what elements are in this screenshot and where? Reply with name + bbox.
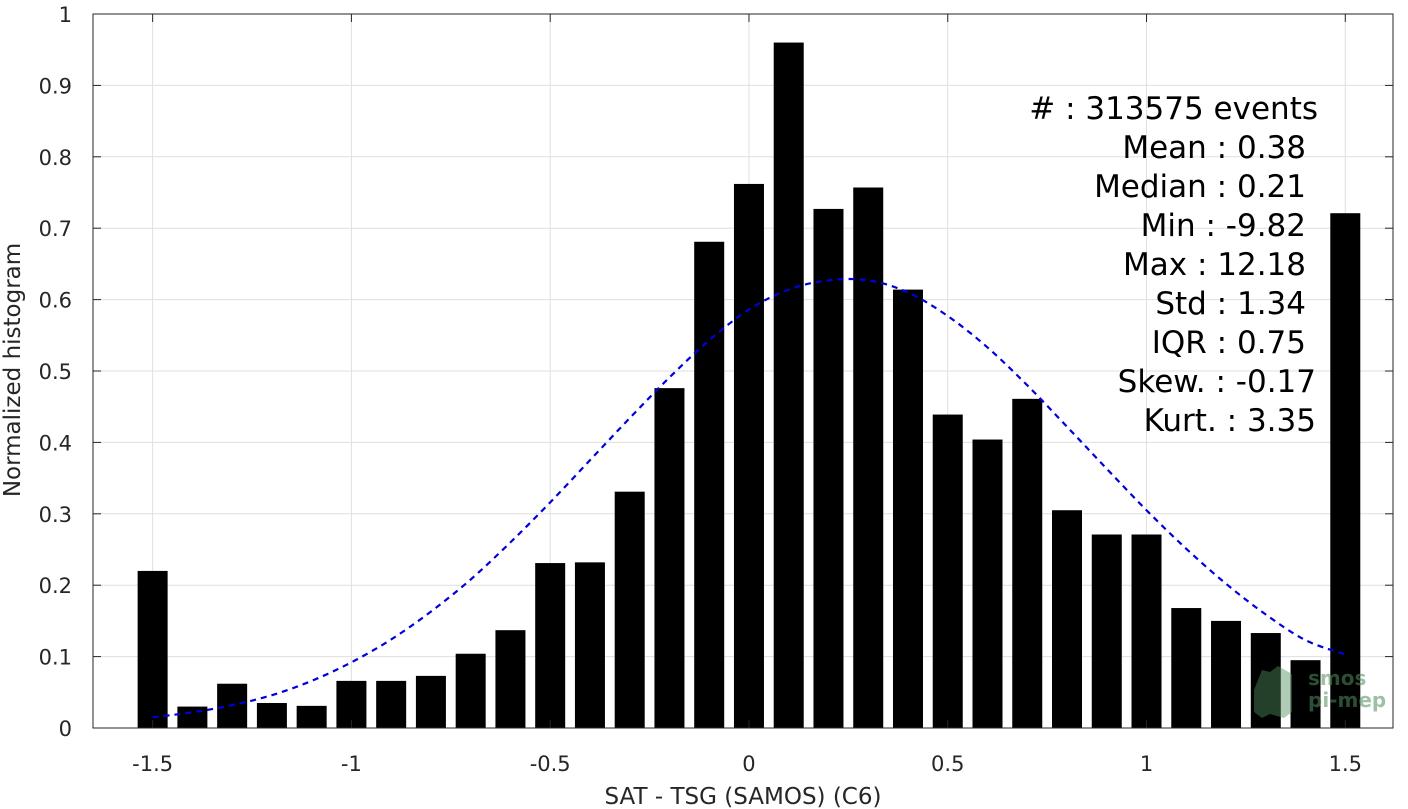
histogram-bar bbox=[813, 208, 844, 728]
histogram-bar bbox=[1250, 633, 1281, 728]
gaussian-fit-curve bbox=[152, 277, 1346, 719]
histogram-bar bbox=[1211, 620, 1242, 728]
stats-box: # : 313575 events Mean : 0.38 Median : 0… bbox=[1029, 91, 1318, 439]
logo-mark-icon bbox=[1254, 666, 1292, 718]
stat-std: Std : 1.34 bbox=[1155, 286, 1306, 322]
y-tick-label: 0.2 bbox=[39, 574, 72, 598]
y-tick-label: 0.1 bbox=[39, 646, 72, 670]
histogram-bar bbox=[614, 491, 645, 728]
histogram-bar bbox=[177, 706, 208, 728]
histogram-bar bbox=[256, 703, 287, 728]
histogram-bar bbox=[972, 439, 1003, 728]
y-axis-title: Normalized histogram bbox=[0, 243, 26, 497]
x-axis-title: SAT - TSG (SAMOS) (C6) bbox=[605, 784, 882, 809]
histogram-bar bbox=[535, 563, 566, 728]
x-tick-label: -1.5 bbox=[132, 752, 173, 776]
histogram-bar bbox=[1171, 608, 1202, 728]
histogram-bars bbox=[137, 42, 1361, 729]
histogram-bar bbox=[773, 42, 804, 729]
histogram-bar bbox=[574, 562, 605, 728]
histogram-bar bbox=[654, 388, 685, 728]
smos-pimep-logo: smos pi-mep bbox=[1254, 666, 1386, 718]
y-tick-label: 0.9 bbox=[39, 74, 72, 98]
x-tick-label: 0 bbox=[742, 752, 755, 776]
stat-median: Median : 0.21 bbox=[1094, 169, 1306, 205]
x-tick-label: 0.5 bbox=[931, 752, 964, 776]
histogram-bar bbox=[853, 187, 884, 728]
histogram-bar bbox=[1290, 660, 1321, 728]
histogram-bar bbox=[1012, 398, 1043, 728]
histogram-bar bbox=[1131, 534, 1162, 728]
x-tick-label: 1.5 bbox=[1329, 752, 1362, 776]
stat-kurt: Kurt. : 3.35 bbox=[1144, 403, 1316, 439]
histogram-bar bbox=[415, 675, 446, 728]
stat-mean: Mean : 0.38 bbox=[1122, 130, 1306, 166]
histogram-bar bbox=[137, 570, 168, 728]
histogram-bar bbox=[455, 653, 486, 728]
histogram-bar bbox=[1091, 534, 1122, 728]
stat-skew: Skew. : -0.17 bbox=[1118, 364, 1316, 400]
histogram-bar bbox=[1052, 510, 1083, 728]
y-tick-label: 0.3 bbox=[39, 503, 72, 527]
histogram-bar bbox=[892, 289, 923, 728]
x-tick-label: -0.5 bbox=[530, 752, 571, 776]
x-axis: -1.5 -1 -0.5 0 0.5 1 1.5 bbox=[132, 14, 1362, 776]
histogram-bar bbox=[495, 630, 526, 728]
y-tick-label: 1 bbox=[59, 3, 72, 27]
y-axis: 0 0.1 0.2 0.3 0.4 0.5 0.6 0.7 0.8 0.9 1 bbox=[39, 3, 1393, 741]
logo-text-pimep: pi-mep bbox=[1308, 688, 1386, 712]
y-tick-label: 0.7 bbox=[39, 217, 72, 241]
histogram-bar bbox=[694, 241, 725, 729]
stat-events: # : 313575 events bbox=[1029, 91, 1318, 127]
histogram-bar bbox=[932, 414, 963, 728]
fit-curve-layer bbox=[152, 277, 1346, 719]
y-tick-label: 0.8 bbox=[39, 146, 72, 170]
histogram-bar bbox=[376, 680, 407, 728]
y-tick-label: 0.6 bbox=[39, 289, 72, 313]
logo-text-smos: smos bbox=[1308, 666, 1366, 690]
stat-max: Max : 12.18 bbox=[1123, 247, 1306, 283]
histogram-bar bbox=[733, 183, 764, 728]
stat-min: Min : -9.82 bbox=[1141, 208, 1306, 244]
y-tick-label: 0 bbox=[59, 717, 72, 741]
y-tick-label: 0.4 bbox=[39, 431, 72, 455]
y-tick-label: 0.5 bbox=[39, 360, 72, 384]
histogram-bar bbox=[296, 705, 327, 728]
x-tick-label: 1 bbox=[1140, 752, 1153, 776]
histogram-bar bbox=[1330, 213, 1361, 728]
x-tick-label: -1 bbox=[341, 752, 362, 776]
stat-iqr: IQR : 0.75 bbox=[1152, 325, 1306, 361]
